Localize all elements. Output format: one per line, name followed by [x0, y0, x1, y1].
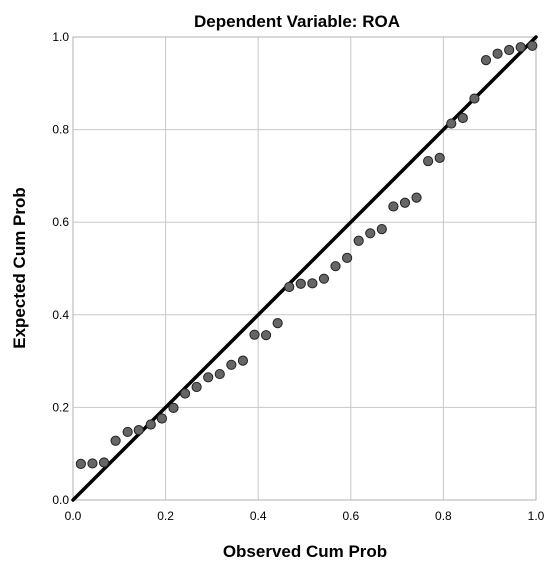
y-tick-label: 0.8 [52, 123, 69, 137]
y-tick-label: 0.4 [52, 308, 69, 322]
data-point [226, 359, 237, 370]
data-point [179, 388, 191, 399]
data-point [527, 40, 538, 51]
data-point [214, 368, 225, 380]
data-point [249, 329, 260, 340]
x-tick-label: 0.4 [250, 509, 267, 523]
data-point [399, 197, 411, 208]
data-point [156, 413, 167, 424]
data-point [353, 235, 364, 246]
x-axis-title: Observed Cum Prob [223, 542, 387, 561]
x-axis-ticks: 0.0 0.2 0.4 0.6 0.8 1.0 [65, 509, 545, 523]
y-axis-title: Expected Cum Prob [10, 187, 29, 349]
data-points [75, 40, 538, 469]
chart-title: Dependent Variable: ROA [194, 12, 400, 31]
data-point [122, 426, 133, 438]
data-point [469, 93, 480, 104]
data-point [168, 402, 179, 413]
data-point [133, 424, 144, 436]
x-tick-label: 0.6 [342, 509, 359, 523]
data-point [98, 457, 110, 468]
data-point [203, 372, 214, 383]
data-point [110, 435, 121, 446]
data-point [492, 48, 503, 59]
y-tick-label: 0.6 [52, 215, 69, 229]
data-point [318, 273, 330, 284]
data-point [434, 152, 445, 163]
data-point [260, 330, 272, 341]
data-point [446, 118, 457, 129]
y-tick-label: 1.0 [52, 30, 69, 44]
y-axis-ticks: 0.0 0.2 0.4 0.6 0.8 1.0 [52, 30, 69, 507]
data-point [330, 261, 341, 272]
y-tick-label: 0.2 [52, 400, 69, 414]
data-point [284, 281, 295, 293]
data-point [411, 192, 422, 203]
data-point [272, 318, 283, 329]
plot-area-border [72, 36, 537, 501]
data-point [237, 355, 249, 366]
x-tick-label: 1.0 [528, 509, 545, 523]
data-point [388, 201, 399, 212]
x-tick-label: 0.0 [65, 509, 82, 523]
x-tick-label: 0.2 [157, 509, 174, 523]
data-point [75, 458, 86, 469]
data-point [376, 224, 387, 235]
data-point [295, 278, 306, 289]
data-point [504, 44, 515, 56]
data-point [457, 112, 468, 124]
data-point [307, 278, 318, 289]
data-point [191, 381, 202, 393]
data-point [423, 155, 434, 167]
data-point [365, 228, 376, 239]
y-tick-label: 0.0 [52, 493, 69, 507]
data-point [480, 55, 492, 66]
data-point [515, 42, 526, 53]
data-point [145, 419, 156, 430]
x-tick-label: 0.8 [435, 509, 452, 523]
data-point [341, 252, 353, 263]
data-point [87, 458, 98, 469]
